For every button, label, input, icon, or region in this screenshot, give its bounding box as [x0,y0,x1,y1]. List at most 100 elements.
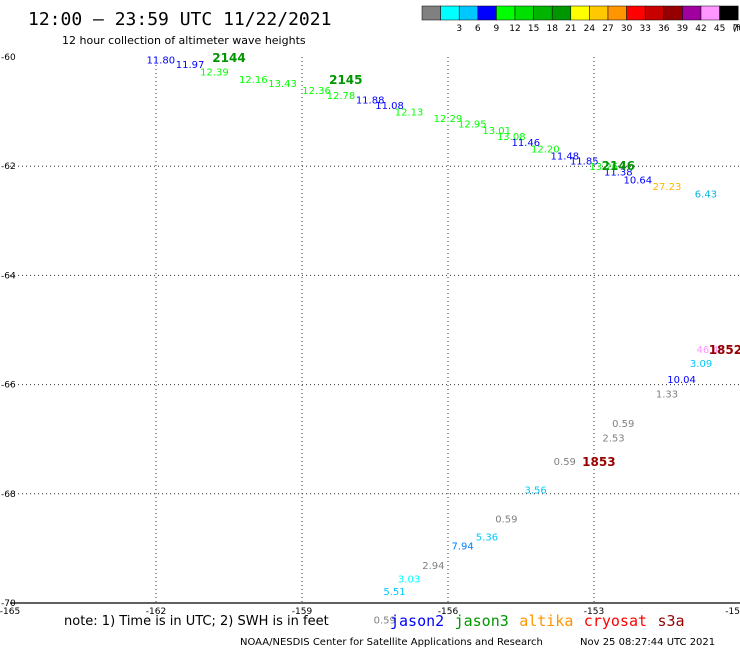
color-scale-label: 6 [475,24,481,34]
wave-height-label: 0.59 [374,615,396,626]
satellite-name: jason2 [390,612,444,630]
pass-number-labels: 2144 2145 2146 1852 1853 [212,51,740,469]
wave-height-label: 13.08 [497,132,526,143]
wave-height-label: 12.20 [531,145,560,156]
x-tick-label: -15 [725,607,740,617]
satellite-name: jason3 [455,612,509,630]
satellite-legend: jason2 jason3 altika cryosat s3a [390,612,685,630]
wave-height-label: 0.59 [612,419,634,430]
color-scale-swatch [477,5,497,21]
wave-height-label: 12.36 [302,86,331,97]
wave-height-label: 0.59 [495,514,517,525]
wave-height-label: 5.36 [476,532,498,543]
color-scale-swatch [607,5,627,21]
wave-height-label: 0.59 [554,457,576,468]
color-scale-swatch [496,5,516,21]
chart-title: 12:00 – 23:59 UTC 11/22/2021 [28,9,331,30]
footer-note: note: 1) Time is in UTC; 2) SWH is in fe… [64,614,329,629]
y-tick-label: -70 [1,599,16,609]
pass-number-label: 2145 [329,73,362,87]
wave-height-label: 12.16 [239,75,268,86]
axis-ticks: -165 -162 -159 -156 -153 -15 -60 -62 -64 -66 -68 -7… [0,53,740,617]
color-scale-swatch [589,5,609,21]
color-scale-swatch [626,5,646,21]
color-scale-label: 27 [602,24,613,34]
color-scale-swatch [682,5,702,21]
wave-height-label: 11.38 [604,168,633,179]
satellite-name: s3a [658,612,685,630]
color-scale-label: 15 [528,24,539,34]
color-scale-label: 33 [639,24,650,34]
color-scale-label: 24 [584,24,596,34]
x-tick-label: -162 [146,607,166,617]
x-tick-label: -165 [0,607,20,617]
y-tick-label: -66 [1,381,16,391]
color-scale-swatch [570,5,590,21]
y-tick-label: -68 [1,490,16,500]
wave-height-label: 7.94 [451,542,473,553]
color-scale-swatch [644,5,665,21]
wave-height-label: 27.23 [653,182,682,193]
color-scale-label: 42 [695,24,706,34]
y-tick-label: -62 [1,162,16,172]
y-tick-label: -60 [1,53,16,63]
wave-height-label: 13.01 [482,126,511,137]
color-scale-label: 36 [658,24,670,34]
wave-height-label: 11.46 [512,138,541,149]
color-scale-swatch [551,5,572,21]
chart-subtitle: 12 hour collection of altimeter wave hei… [62,34,306,47]
wave-height-label: 11.80 [147,56,176,67]
color-scale-swatch [458,5,479,21]
wave-height-label: 11.48 [550,151,579,162]
color-scale-swatch [663,5,683,21]
color-scale-swatch [700,5,720,21]
color-scale-swatch [514,5,534,21]
wave-height-label: 12.29 [434,114,463,125]
color-scale-unit: (ft) [733,24,740,34]
wave-height-label: 11.97 [176,60,205,71]
wave-height-label: 1.33 [656,389,678,400]
pass-number-label: 1852 [709,343,740,357]
x-tick-label: -156 [438,607,459,617]
satellite-name: altika [519,612,573,630]
footer-credit: NOAA/NESDIS Center for Satellite Applica… [240,637,543,648]
color-scale-swatch [719,5,739,21]
color-scale-label: 12 [509,24,520,34]
color-scale-label: 30 [621,24,633,34]
wave-height-label: 2.94 [422,561,444,572]
color-scale-swatch [440,5,460,21]
pass-number-label: 2144 [212,51,245,65]
color-scale-label: 3 [456,24,462,34]
color-scale-legend: 36912151821242730333639424570(ft) [421,5,740,34]
color-scale-swatch [421,5,441,21]
x-tick-label: -153 [584,607,604,617]
color-scale-label: 70 [732,24,740,34]
x-tick-label: -159 [292,607,313,617]
plot-grid [10,57,740,604]
wave-height-label: 10.04 [667,375,696,386]
wave-height-label: 11.85 [570,157,599,168]
wave-height-label: 12.39 [200,68,229,79]
footer-timestamp: Nov 25 08:27:44 UTC 2021 [580,637,715,648]
wave-height-label: 10.64 [623,175,652,186]
wave-height-label: 13.26 [589,162,618,173]
wave-height-label: 11.88 [356,96,385,107]
pass-number-label: 2146 [602,159,635,173]
satellite-name: cryosat [584,612,647,630]
color-scale-label: 9 [494,24,500,34]
wave-height-label: 6.43 [695,190,717,201]
wave-height-label: 13.43 [268,79,297,90]
wave-height-label: 3.03 [398,574,420,585]
wave-height-label: 12.13 [395,108,424,119]
color-scale-label: 39 [677,24,689,34]
wave-height-label: 3.09 [690,359,712,370]
wave-height-label: 46.44 [696,345,725,356]
wave-height-label: 2.53 [602,434,624,445]
wave-height-label: 3.56 [524,485,546,496]
wave-height-label: 11.08 [375,101,404,112]
wave-height-label: 12.78 [327,91,356,102]
y-tick-label: -64 [1,271,16,281]
wave-height-label: 5.51 [383,587,405,598]
